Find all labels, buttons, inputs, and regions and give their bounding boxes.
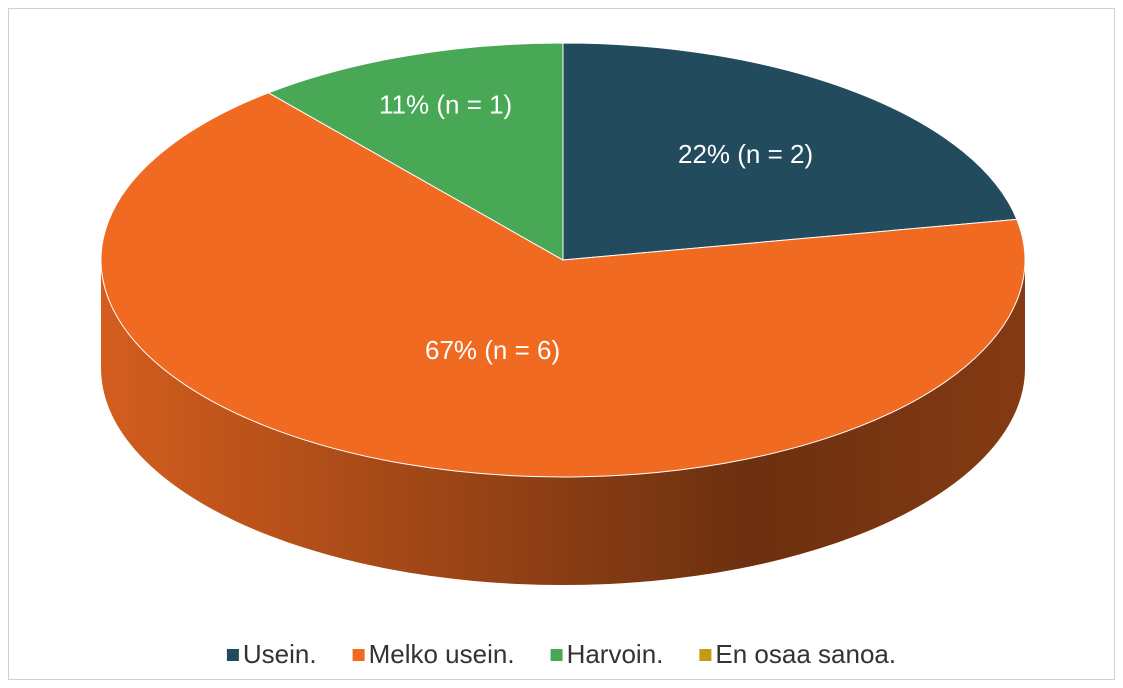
legend-swatch [699,649,712,661]
legend-swatch [352,649,365,661]
pie-side-shade [101,260,1025,585]
pie-slice [267,42,564,261]
legend-swatch [550,649,563,661]
legend-label: Usein. [243,639,317,669]
pie-slice [100,92,1026,478]
data-label: 67% (n = 6) [425,335,560,365]
data-label: 22% (n = 2) [678,139,813,169]
pie-slice [562,42,1018,261]
legend-label: En osaa sanoa. [715,639,896,669]
legend-label: Harvoin. [567,639,664,669]
legend-label: Melko usein. [369,639,515,669]
data-label: 11% (n = 1) [379,90,512,120]
legend-swatch [226,649,239,661]
